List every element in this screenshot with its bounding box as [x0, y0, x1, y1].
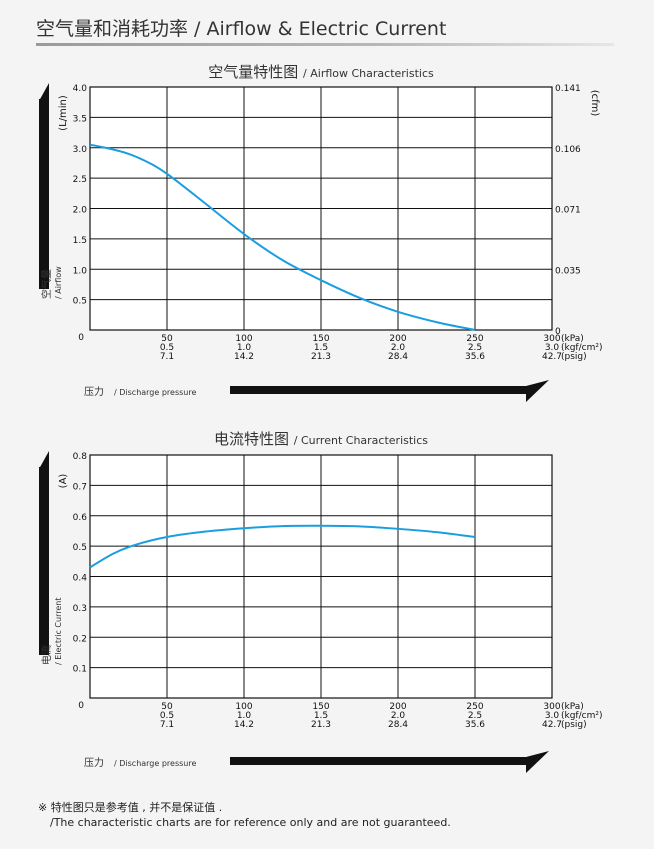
x-tick-label-kpa: 100 [235, 702, 252, 712]
section-title: 空气量和消耗功率 / Airflow & Electric Current [36, 18, 447, 40]
y-tick-label: 3.5 [73, 114, 87, 124]
x-tick-label-kgf: 2.0 [391, 711, 406, 721]
x-tick-label-psig: 21.3 [311, 352, 331, 362]
footnote: ※ 特性图只是参考值 , 并不是保证值 . /The characteristi… [38, 800, 451, 830]
y2-tick-label: 0 [555, 327, 561, 337]
chart-title-cn: 空气量特性图 [208, 63, 303, 81]
x-axis-label-en: / Discharge pressure [114, 388, 196, 397]
y-axis-arrow-head [39, 83, 49, 101]
y2-tick-label: 0.035 [555, 266, 581, 276]
x-tick-label-kpa: 300 [543, 334, 560, 344]
y-tick-label: 0.1 [73, 665, 87, 675]
x-tick-label-kgf: 2.5 [468, 343, 482, 353]
y2-tick-label: 0.071 [555, 206, 581, 216]
x-axis-label-cn: 压力 [84, 385, 104, 398]
x-tick-label-psig: 28.4 [388, 352, 408, 362]
chart-title-en: / Airflow Characteristics [303, 67, 434, 80]
footnote-line-2: /The characteristic charts are for refer… [50, 816, 451, 829]
y-axis-label-cn: 电流 [40, 645, 53, 665]
y-axis-arrow-head [39, 451, 49, 469]
x-tick-label-psig: 14.2 [234, 352, 254, 362]
y-tick-label: 0.4 [73, 574, 88, 584]
y-tick-label: 0.8 [73, 452, 88, 462]
x-tick-label-psig: 35.6 [465, 352, 485, 362]
y2-tick-label: 0.106 [555, 145, 581, 155]
x-tick-label-psig: 14.2 [234, 720, 254, 730]
x-tick-label-kpa: 150 [312, 334, 329, 344]
plot-frame [89, 454, 553, 699]
x-tick-label-kpa: 150 [312, 702, 329, 712]
y-axis-label-en: / Airflow [54, 266, 63, 299]
y-tick-label: 0.5 [73, 297, 87, 307]
x-axis-arrow [230, 380, 549, 402]
y2-tick-label: 0.141 [555, 84, 581, 94]
chart-title: 空气量特性图 / Airflow Characteristics [208, 63, 434, 81]
chart-title-en: / Current Characteristics [294, 434, 429, 447]
y-tick-label: 1.5 [73, 236, 87, 246]
chart-title-cn: 电流特性图 [214, 430, 294, 448]
y-tick-label: 4.0 [73, 84, 88, 94]
x-axis-label-cn: 压力 [84, 756, 104, 769]
x-tick-label-kgf: 1.0 [237, 711, 252, 721]
y-axis-label-en: / Electric Current [54, 598, 63, 665]
x-tick-label-kpa: 50 [161, 702, 173, 712]
y-tick-label: 0.5 [73, 543, 87, 553]
x-tick-label-kgf: 0.5 [160, 711, 174, 721]
y-tick-label: 0.3 [73, 604, 87, 614]
x-tick-label-kpa: 50 [161, 334, 173, 344]
x-tick-label-kpa: 300 [543, 702, 560, 712]
x-tick-label-psig: 42.7 [542, 720, 562, 730]
x-tick-label-kgf: 0.5 [160, 343, 174, 353]
x-tick-label-kpa: 0 [78, 333, 84, 343]
x-tick-label-kgf: 3.0 [545, 711, 560, 721]
plot-frame [89, 86, 553, 331]
x-tick-label-kpa: 0 [78, 701, 84, 711]
y-axis-label-cn: 空气量 [40, 269, 53, 299]
x-tick-label-psig: 7.1 [160, 352, 174, 362]
x-unit: (kPa) [561, 334, 584, 344]
y-axis-arrow-bar [39, 467, 49, 655]
y-tick-label: 2.5 [73, 175, 87, 185]
y-tick-label: 0.7 [73, 482, 87, 492]
y-tick-label: 3.0 [73, 145, 88, 155]
x-tick-label-kpa: 200 [389, 334, 406, 344]
y-tick-label: 0.2 [73, 634, 87, 644]
title-underline [36, 43, 614, 46]
x-tick-label-kgf: 1.5 [314, 343, 328, 353]
y-tick-label: 0.6 [73, 513, 88, 523]
x-tick-label-psig: 42.7 [542, 352, 562, 362]
x-tick-label-kpa: 250 [466, 334, 483, 344]
x-tick-label-psig: 28.4 [388, 720, 408, 730]
x-tick-label-kpa: 200 [389, 702, 406, 712]
x-unit: (psig) [561, 352, 587, 362]
x-unit: (kgf/cm²) [561, 343, 602, 353]
x-tick-label-kgf: 2.5 [468, 711, 482, 721]
x-tick-label-psig: 21.3 [311, 720, 331, 730]
x-tick-label-psig: 7.1 [160, 720, 174, 730]
x-tick-label-kgf: 1.0 [237, 343, 252, 353]
x-axis-label-en: / Discharge pressure [114, 759, 196, 768]
x-tick-label-psig: 35.6 [465, 720, 485, 730]
x-tick-label-kgf: 1.5 [314, 711, 328, 721]
x-axis-arrow [230, 751, 549, 773]
series-line [89, 143, 476, 331]
footnote-line-1: ※ 特性图只是参考值 , 并不是保证值 . [38, 801, 223, 814]
chart-title: 电流特性图 / Current Characteristics [214, 430, 428, 448]
x-tick-label-kgf: 3.0 [545, 343, 560, 353]
y-unit: (A) [58, 474, 69, 489]
series-line [89, 524, 476, 569]
x-tick-label-kpa: 250 [466, 702, 483, 712]
y2-unit: (cfm) [589, 90, 600, 117]
y-tick-label: 2.0 [73, 206, 88, 216]
x-unit: (kPa) [561, 702, 584, 712]
y-tick-label: 1.0 [73, 266, 88, 276]
x-unit: (psig) [561, 720, 587, 730]
y-axis-arrow-bar [39, 99, 49, 289]
x-tick-label-kpa: 100 [235, 334, 252, 344]
x-tick-label-kgf: 2.0 [391, 343, 406, 353]
x-unit: (kgf/cm²) [561, 711, 602, 721]
y-unit: (L/min) [58, 95, 69, 131]
